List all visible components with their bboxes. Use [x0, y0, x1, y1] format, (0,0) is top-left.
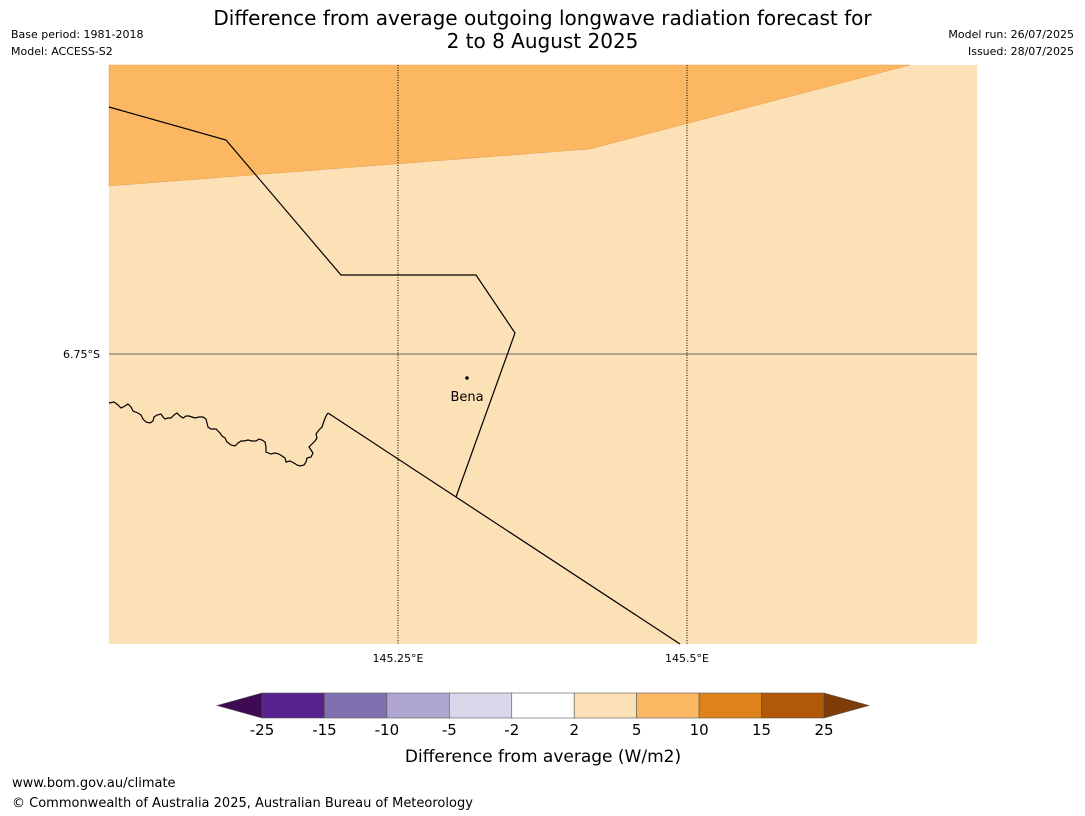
- lon-label-145-25e: 145.25°E: [373, 652, 424, 665]
- colorbar-tick-label: 25: [814, 721, 833, 739]
- colorbar-tick-label: 5: [632, 721, 642, 739]
- colorbar-cell: [449, 692, 513, 719]
- province-boundary-north: [108, 106, 516, 498]
- colorbar-tick-label: -2: [504, 721, 519, 739]
- colorbar-cell: [324, 692, 388, 719]
- colorbar-label: Difference from average (W/m2): [405, 747, 681, 767]
- model-info: Base period: 1981-2018 Model: ACCESS-S2: [11, 26, 143, 60]
- colorbar-tick-label: -25: [250, 721, 275, 739]
- title-line-2: 2 to 8 August 2025: [446, 29, 639, 53]
- anomaly-region-5-to-10: [108, 64, 911, 187]
- colorbar-tick-label: 2: [569, 721, 579, 739]
- colorbar-cell: [761, 692, 825, 719]
- colorbar-tick-label: -5: [442, 721, 457, 739]
- colorbar-tick-labels: -25 -15 -10 -5 -2 2 5 10 15 25: [250, 721, 834, 739]
- colorbar-extend-low: [215, 692, 263, 719]
- issued-text: Issued: 28/07/2025: [967, 45, 1074, 58]
- footer-url: www.bom.gov.au/climate: [12, 776, 176, 791]
- river-boundary: [108, 401, 329, 467]
- colorbar-cell: [511, 692, 575, 719]
- colorbar-cell: [386, 692, 450, 719]
- model-run-text: Model run: 26/07/2025: [948, 28, 1074, 41]
- colorbar-cell: [698, 692, 762, 719]
- town-label-bena: Bena: [450, 390, 483, 405]
- town-marker-bena: [465, 376, 469, 380]
- lat-label-6-75s: 6.75°S: [63, 348, 100, 361]
- run-info: Model run: 26/07/2025 Issued: 28/07/2025: [948, 26, 1074, 60]
- colorbar-tick-label: -15: [312, 721, 337, 739]
- footer-copyright: © Commonwealth of Australia 2025, Austra…: [12, 796, 473, 811]
- colorbar-cell: [261, 692, 325, 719]
- colorbar-cell: [636, 692, 700, 719]
- colorbar-extend-high: [823, 692, 871, 719]
- colorbar-tick-label: 10: [690, 721, 709, 739]
- forecast-map: Bena 6.75°S 145.25°E 145.5°E: [63, 64, 977, 665]
- colorbar-cells: [215, 692, 871, 719]
- title-line-1: Difference from average outgoing longwav…: [213, 6, 872, 30]
- map-title: Difference from average outgoing longwav…: [150, 7, 935, 53]
- base-period-text: Base period: 1981-2018: [11, 28, 144, 41]
- colorbar-tick-label: 15: [752, 721, 771, 739]
- model-name-text: Model: ACCESS-S2: [11, 45, 113, 58]
- province-boundary-south: [327, 412, 681, 645]
- colorbar-tick-label: -10: [375, 721, 400, 739]
- colorbar-cell: [573, 692, 637, 719]
- lon-label-145-5e: 145.5°E: [665, 652, 709, 665]
